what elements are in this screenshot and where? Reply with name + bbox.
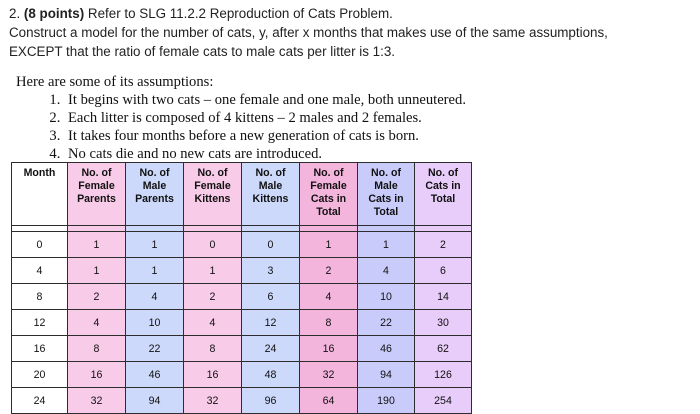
cell-female-kittens: 1 [183,257,242,284]
cats-table: Month No. of Female Parents No. of Male Pare… [11,162,472,414]
header-male-parents: No. of Male Parents [125,162,184,226]
cell-male-parents: 22 [125,335,184,362]
cell-male-total: 46 [357,335,415,362]
table-row: 16 8 22 8 24 16 46 62 [11,335,472,362]
problem-line-2: Construct a model for the number of cats… [9,25,608,40]
cell-female-parents: 16 [67,361,126,388]
cell-male-total: 1 [357,231,415,258]
assumption-item: Each litter is composed of 4 kittens – 2… [64,109,466,127]
problem-reference: Refer to SLG 11.2.2 Reproduction of Cats… [87,6,393,21]
table-row: 12 4 10 4 12 8 22 30 [11,309,472,336]
cell-cats-total: 30 [414,309,472,336]
problem-heading: 2. (8 points) Refer to SLG 11.2.2 Reprod… [9,4,694,23]
cell-female-total: 1 [299,231,358,258]
problem-points: (8 points) [23,6,85,21]
table-row: 20 16 46 16 48 32 94 126 [11,361,472,388]
cell-male-kittens: 48 [241,361,300,388]
cell-female-parents: 1 [67,257,126,284]
cell-male-parents: 46 [125,361,184,388]
cell-cats-total: 6 [414,257,472,284]
header-female-total: No. of Female Cats in Total [299,162,358,226]
assumptions-block: Here are some of its assumptions: It beg… [16,73,466,163]
table-header-row: Month No. of Female Parents No. of Male Pare… [11,162,472,226]
cell-month: 0 [11,231,68,258]
cell-female-total: 8 [299,309,358,336]
cell-cats-total: 14 [414,283,472,310]
cell-month: 20 [11,361,68,388]
cell-male-parents: 10 [125,309,184,336]
cell-female-kittens: 16 [183,361,242,388]
cell-male-kittens: 0 [241,231,300,258]
cell-female-parents: 4 [67,309,126,336]
table-body: 0 1 1 0 0 1 1 2 4 1 1 1 3 2 4 6 8 2 4 2 6 4 10 14 12 4 10 4 12 8 22 30 1… [11,225,472,414]
cell-female-total: 32 [299,361,358,388]
problem-statement: 2. (8 points) Refer to SLG 11.2.2 Reprod… [9,4,694,61]
assumptions-list: It begins with two cats – one female and… [16,91,466,163]
cell-male-parents: 1 [125,231,184,258]
cell-female-parents: 8 [67,335,126,362]
header-female-parents: No. of Female Parents [67,162,126,226]
cell-female-kittens: 0 [183,231,242,258]
cell-male-kittens: 3 [241,257,300,284]
cell-female-total: 2 [299,257,358,284]
cell-male-kittens: 24 [241,335,300,362]
cell-female-kittens: 4 [183,309,242,336]
cell-month: 12 [11,309,68,336]
cell-female-kittens: 8 [183,335,242,362]
header-male-total: No. of Male Cats in Total [357,162,415,226]
cell-cats-total: 2 [414,231,472,258]
header-month: Month [11,162,68,226]
problem-number: 2. [9,6,21,21]
cell-month: 8 [11,283,68,310]
table-row: 8 2 4 2 6 4 10 14 [11,283,472,310]
header-male-kittens: No. of Male Kittens [241,162,300,226]
cell-male-total: 94 [357,361,415,388]
cell-month: 16 [11,335,68,362]
cell-female-kittens: 2 [183,283,242,310]
cell-male-total: 22 [357,309,415,336]
assumption-item: No cats die and no new cats are introduc… [64,145,466,163]
cell-male-total: 10 [357,283,415,310]
cell-month: 4 [11,257,68,284]
cell-male-kittens: 12 [241,309,300,336]
assumptions-intro: Here are some of its assumptions: [16,74,214,90]
cell-female-total: 16 [299,335,358,362]
cell-male-total: 4 [357,257,415,284]
table-row: 24 32 94 32 96 64 190 254 [11,387,472,414]
cell-female-parents: 1 [67,231,126,258]
cell-male-parents: 4 [125,283,184,310]
assumption-item: It begins with two cats – one female and… [64,91,466,109]
assumption-item: It takes four months before a new genera… [64,127,466,145]
problem-line-3: EXCEPT that the ratio of female cats to … [9,44,396,59]
cell-male-kittens: 6 [241,283,300,310]
cell-female-total: 4 [299,283,358,310]
cell-cats-total: 126 [414,361,472,388]
cell-male-parents: 1 [125,257,184,284]
header-cats-total: No. of Cats in Total [414,162,472,226]
cell-cats-total: 62 [414,335,472,362]
cell-female-parents: 2 [67,283,126,310]
header-female-kittens: No. of Female Kittens [183,162,242,226]
